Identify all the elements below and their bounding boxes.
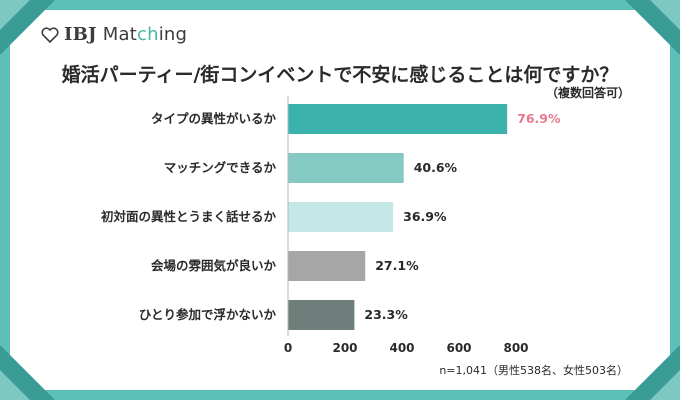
bar-5 bbox=[288, 300, 355, 330]
chart-title: 婚活パーティー/街コンイベントで不安に感じることは何ですか？ bbox=[61, 64, 619, 86]
value-label: 27.1% bbox=[375, 258, 419, 273]
ibj-matching-logo: IBJ Matching bbox=[40, 24, 187, 45]
sample-size-note: n=1,041（男性538名、女性503名） bbox=[439, 364, 628, 377]
category-label: 初対面の異性とうまく話せるか bbox=[101, 209, 277, 224]
bar-3 bbox=[288, 202, 394, 232]
heart-icon bbox=[41, 26, 59, 43]
value-label: 40.6% bbox=[414, 160, 458, 175]
x-tick-label: 600 bbox=[446, 341, 471, 355]
category-label: マッチングできるか bbox=[164, 160, 277, 175]
category-label: ひとり参加で浮かないか bbox=[139, 307, 277, 322]
x-tick-label: 400 bbox=[389, 341, 414, 355]
category-label: タイプの異性がいるか bbox=[151, 111, 277, 126]
chart-subtitle: （複数回答可） bbox=[545, 86, 630, 100]
x-tick-label: 200 bbox=[332, 341, 357, 355]
logo-text: IBJ Matching bbox=[64, 24, 188, 45]
category-label: 会場の雰囲気が良いか bbox=[151, 258, 277, 273]
bar-1 bbox=[288, 104, 508, 134]
value-label: 23.3% bbox=[364, 307, 408, 322]
value-label: 36.9% bbox=[403, 209, 447, 224]
corner-decoration-top-right bbox=[625, 0, 680, 55]
corner-decoration-bottom-left bbox=[0, 345, 55, 400]
value-label: 76.9% bbox=[517, 111, 561, 126]
x-tick-label: 0 bbox=[284, 341, 292, 355]
x-tick-label: 800 bbox=[503, 341, 528, 355]
bar-4 bbox=[288, 251, 366, 281]
corner-decoration-top-left bbox=[0, 0, 55, 55]
bar-2 bbox=[288, 153, 404, 183]
corner-decoration-bottom-right bbox=[625, 345, 680, 400]
